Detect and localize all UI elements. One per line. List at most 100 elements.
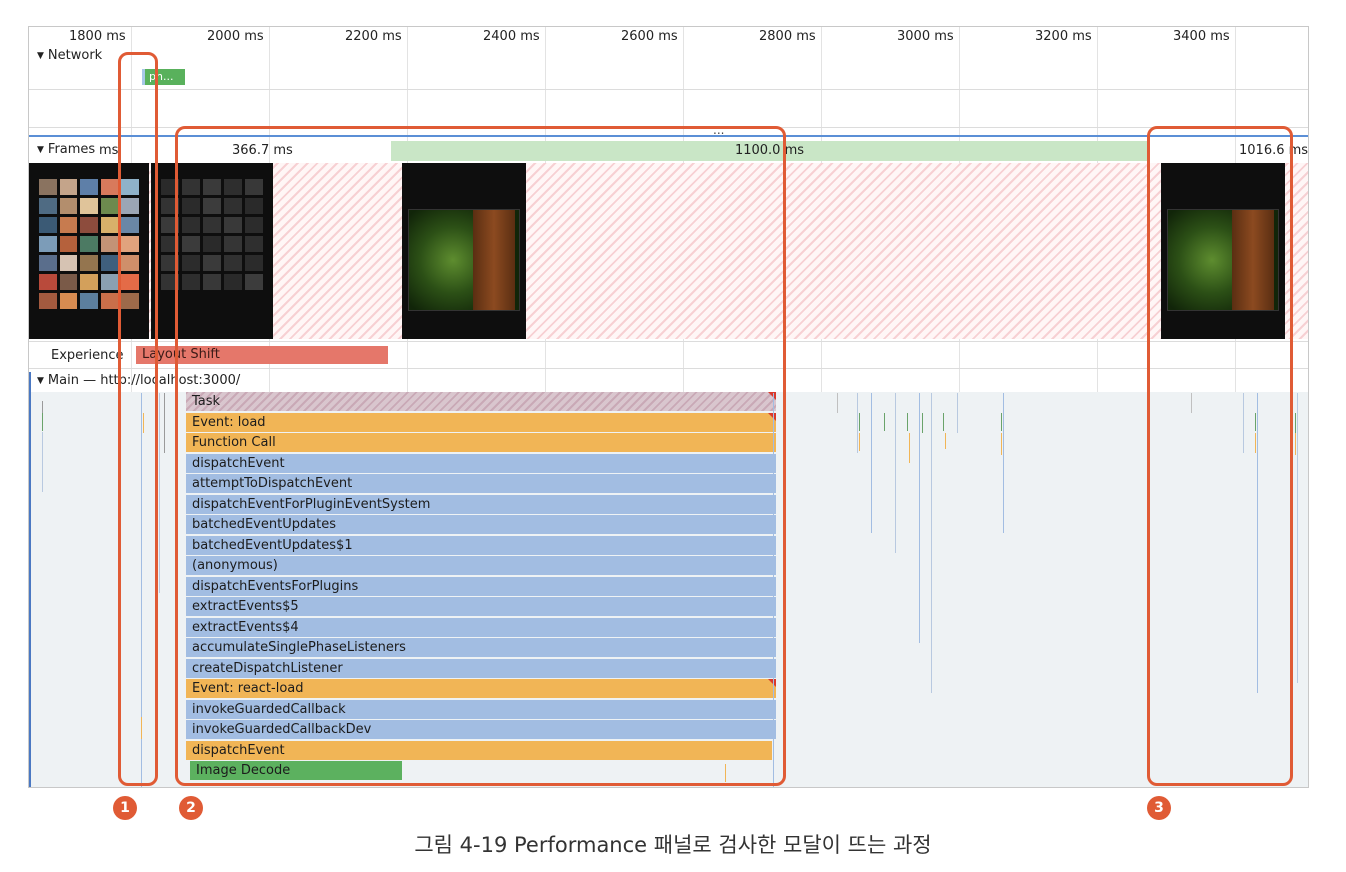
activity-sliver xyxy=(1003,393,1004,533)
flame-entry[interactable]: createDispatchListener xyxy=(186,658,776,678)
activity-sliver xyxy=(773,393,774,787)
highlight-box-1 xyxy=(118,52,158,786)
flame-entry[interactable]: dispatchEvent xyxy=(186,453,776,473)
time-tick: 2800 ms xyxy=(759,29,816,44)
track-divider xyxy=(29,89,1308,90)
flame-entry[interactable]: dispatchEventForPluginEventSystem xyxy=(186,494,776,514)
step-marker-1: 1 xyxy=(113,796,137,820)
activity-sliver xyxy=(943,413,944,431)
activity-sliver xyxy=(922,413,923,433)
photo-grid-thumbnail xyxy=(39,179,139,333)
long-task-warning-icon xyxy=(768,392,776,400)
frame-duration-bar[interactable]: 1100.0 ms xyxy=(391,141,1148,161)
activity-sliver xyxy=(931,393,932,693)
flame-entry[interactable]: Event: react-load xyxy=(186,679,776,698)
experience-track-label: Experience xyxy=(51,348,124,363)
activity-sliver xyxy=(1297,393,1298,683)
network-track-label: Network xyxy=(47,48,103,63)
activity-sliver xyxy=(945,433,946,449)
flame-entry[interactable]: batchedEventUpdates$1 xyxy=(186,535,776,555)
activity-sliver xyxy=(1257,393,1258,693)
activity-sliver xyxy=(141,393,142,787)
activity-sliver xyxy=(884,413,885,431)
activity-sliver xyxy=(837,393,838,413)
step-marker-2: 2 xyxy=(179,796,203,820)
frame-duration-bar[interactable]: 366.7 ms xyxy=(232,143,293,158)
performance-timeline-panel: 1800 ms 2000 ms 2200 ms 2400 ms 2600 ms … xyxy=(28,26,1309,788)
step-marker-3: 3 xyxy=(1147,796,1171,820)
flame-entry[interactable]: Task xyxy=(186,392,776,411)
layout-shift-bar[interactable]: Layout Shift xyxy=(136,346,388,364)
flame-entry[interactable]: extractEvents$5 xyxy=(186,597,776,616)
activity-sliver xyxy=(919,393,920,643)
activity-sliver xyxy=(164,393,165,453)
network-track-toggle[interactable]: ▼ Network xyxy=(37,48,102,63)
activity-sliver xyxy=(42,432,43,492)
flame-entry[interactable]: Image Decode xyxy=(190,761,402,780)
flame-entry[interactable]: dispatchEventsForPlugins xyxy=(186,576,776,596)
activity-sliver xyxy=(159,393,160,593)
time-tick: 3200 ms xyxy=(1035,29,1092,44)
activity-sliver xyxy=(957,393,958,433)
frames-track-separator xyxy=(29,135,1308,137)
activity-sliver xyxy=(857,393,858,453)
flame-entry[interactable]: accumulateSinglePhaseListeners xyxy=(186,638,776,657)
activity-sliver xyxy=(725,764,726,782)
time-tick: 1800 ms xyxy=(69,29,126,44)
activity-sliver xyxy=(895,393,896,553)
time-tick: 3000 ms xyxy=(897,29,954,44)
track-divider xyxy=(29,368,1308,369)
collapse-triangle-icon: ▼ xyxy=(37,376,44,386)
modal-image-thumbnail xyxy=(1167,209,1279,311)
figure-caption: 그림 4-19 Performance 패널로 검사한 모달이 뜨는 과정 xyxy=(414,833,932,857)
activity-sliver xyxy=(1295,433,1296,455)
activity-sliver xyxy=(909,433,910,463)
flame-entry[interactable]: attemptToDispatchEvent xyxy=(186,474,776,493)
highlight-box-3 xyxy=(1147,126,1293,786)
activity-sliver xyxy=(1243,393,1244,453)
flame-entry[interactable]: Function Call xyxy=(186,433,776,452)
activity-sliver xyxy=(1001,413,1002,431)
long-task-warning-icon xyxy=(768,679,776,687)
activity-sliver xyxy=(1191,393,1192,413)
activity-sliver xyxy=(1001,433,1002,455)
track-resize-handle[interactable]: ... xyxy=(713,123,725,137)
time-tick: 2600 ms xyxy=(621,29,678,44)
activity-sliver xyxy=(859,433,860,451)
time-tick: 2000 ms xyxy=(207,29,264,44)
frame-screenshot-modal-final[interactable] xyxy=(1161,163,1285,339)
track-divider xyxy=(29,341,1308,342)
activity-sliver xyxy=(871,393,872,533)
flame-entry[interactable]: batchedEventUpdates xyxy=(186,515,776,534)
flame-entry[interactable]: invokeGuardedCallbackDev xyxy=(186,720,776,739)
collapse-triangle-icon: ▼ xyxy=(37,51,44,61)
activity-sliver xyxy=(141,717,142,739)
time-tick: 3400 ms xyxy=(1173,29,1230,44)
activity-sliver xyxy=(1255,433,1256,453)
frames-track-label: Frames xyxy=(47,142,96,157)
activity-sliver xyxy=(859,413,860,431)
main-track-label: Main — http://localhost:3000/ xyxy=(47,373,241,388)
frame-screenshot-modal[interactable] xyxy=(402,163,526,339)
dimmed-grid-thumbnail xyxy=(161,179,263,333)
activity-sliver xyxy=(1255,413,1256,431)
main-track-edge xyxy=(29,372,31,787)
network-request-bar-wait xyxy=(142,69,146,85)
collapse-triangle-icon: ▼ xyxy=(37,145,44,155)
flame-entry[interactable]: dispatchEvent xyxy=(186,740,772,760)
time-tick: 2400 ms xyxy=(483,29,540,44)
long-task-warning-icon xyxy=(768,412,776,421)
activity-sliver xyxy=(42,413,43,431)
flame-entry[interactable]: (anonymous) xyxy=(186,556,776,575)
frame-screenshot-gallery[interactable] xyxy=(29,163,149,339)
activity-sliver xyxy=(1295,413,1296,433)
highlight-box-2 xyxy=(175,126,786,786)
flame-entry[interactable]: extractEvents$4 xyxy=(186,617,776,637)
frames-track-toggle[interactable]: ▼ Frames xyxy=(37,142,95,157)
frame-duration-bar[interactable]: ms xyxy=(99,143,119,158)
activity-sliver xyxy=(143,413,144,433)
flame-entry[interactable]: invokeGuardedCallback xyxy=(186,699,776,719)
main-track-toggle[interactable]: ▼ Main — http://localhost:3000/ xyxy=(37,373,240,388)
flame-entry[interactable]: Event: load xyxy=(186,412,776,432)
frame-screenshot-dimmed-gallery[interactable] xyxy=(151,163,273,339)
